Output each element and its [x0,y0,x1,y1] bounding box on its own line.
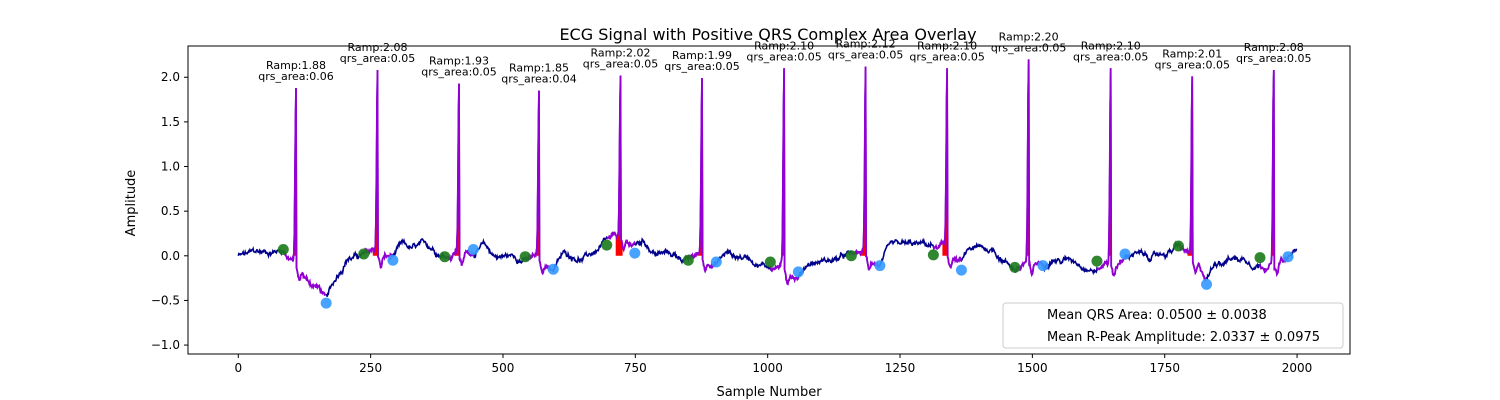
r-peak-amplitude-label: Ramp:1.85 [509,62,569,75]
x-axis-label: Sample Number [716,385,822,400]
x-tick-label: 2000 [1282,361,1313,375]
qrs-area-label: qrs_area:0.05 [583,57,658,70]
x-tick-label: 500 [492,361,515,375]
y-tick-label: 0.5 [161,204,180,218]
qrs-segment-line [932,68,963,270]
x-tick-label: 1500 [1017,361,1048,375]
qrs-offset-point [710,256,722,268]
qrs-area-label: qrs_area:0.05 [991,41,1066,54]
qrs-segment-line [687,78,718,274]
y-tick-label: 2.0 [161,70,180,84]
y-axis-ticks: −1.0 −0.5 0.0 0.5 1.0 1.5 2.0 [151,70,188,352]
r-peak-amplitude-label: Ramp:1.93 [429,54,489,67]
qrs-onset-point [519,251,531,263]
qrs-onset-point [1172,240,1184,252]
x-tick-label: 750 [624,361,647,375]
qrs-area-label: qrs_area:0.05 [1155,58,1230,71]
x-tick-label: 1750 [1149,361,1180,375]
qrs-onset-point [845,250,857,262]
chart-title: ECG Signal with Positive QRS Complex Are… [559,25,976,44]
qrs-onset-point [1009,261,1021,273]
qrs-onset-point [764,256,776,268]
qrs-area-label: qrs_area:0.04 [501,73,576,86]
qrs-segment-line [769,68,800,286]
r-peak-amplitude-label: Ramp:2.12 [836,38,896,51]
qrs-onset-point [358,248,370,260]
y-tick-label: 1.5 [161,115,180,129]
legend-entry-r-peak: Mean R-Peak Amplitude: 2.0337 ± 0.0975 [1047,330,1320,345]
qrs-area-label: qrs_area:0.06 [258,70,333,83]
r-peak-amplitude-label: Ramp:2.08 [347,41,407,54]
qrs-offset-point [547,263,559,275]
qrs-onset-point [601,239,613,251]
qrs-onset-point [1254,252,1266,264]
qrs-offset-point [955,264,967,276]
qrs-onset-point [277,244,289,256]
qrs-offset-point [467,244,479,256]
qrs-area-label: qrs_area:0.05 [746,50,821,63]
qrs-onset-point [1091,255,1103,267]
x-tick-label: 1000 [752,361,783,375]
qrs-offset-point [1282,251,1294,263]
qrs-area-label: qrs_area:0.05 [828,49,903,62]
r-peak-amplitude-label: Ramp:1.88 [266,59,326,72]
qrs-offset-point [387,254,399,266]
qrs-area-label: qrs_area:0.05 [909,50,984,63]
qrs-onset-point [439,251,451,263]
qrs-segment-line [1014,59,1044,278]
qrs-offset-point [1201,278,1213,290]
qrs-area-label: qrs_area:0.05 [664,60,739,73]
qrs-offset-point [874,260,886,272]
qrs-area-label: qrs_area:0.05 [340,52,415,65]
y-tick-label: −1.0 [151,338,180,352]
x-tick-label: 1250 [885,361,916,375]
r-peak-amplitude-label: Ramp:2.20 [999,30,1059,43]
x-tick-label: 0 [234,361,242,375]
qrs-segment-line [363,70,394,269]
qrs-offset-point [320,297,332,309]
qrs-segment-line [1259,70,1289,278]
r-peak-amplitude-label: Ramp:2.08 [1244,41,1304,54]
qrs-offset-point [629,247,641,259]
r-peak-amplitude-label: Ramp:1.99 [672,49,732,62]
qrs-area-label: qrs_area:0.05 [1236,52,1311,65]
y-axis-label: Amplitude [124,170,139,237]
qrs-area-label: qrs_area:0.05 [421,65,496,78]
r-peak-amplitude-label: Ramp:2.02 [590,46,650,59]
legend-entry-qrs-area: Mean QRS Area: 0.0500 ± 0.0038 [1047,308,1267,323]
qrs-area-label: qrs_area:0.05 [1073,50,1148,63]
qrs-onset-point [927,249,939,261]
y-tick-label: −0.5 [151,293,180,307]
axes-frame [187,45,1351,355]
legend-box [1002,302,1344,349]
qrs-segment-line [444,83,474,266]
qrs-offset-point [1037,260,1049,272]
legend: Mean QRS Area: 0.0500 ± 0.0038 Mean R-Pe… [1002,302,1344,349]
qrs-segment-line [605,75,636,253]
x-tick-label: 250 [359,361,382,375]
y-tick-label: 0.0 [161,249,180,263]
qrs-segment-line [1096,68,1126,277]
qrs-segment-line [282,87,327,297]
x-axis-ticks: 0 250 500 750 1000 1250 1500 1750 2000 [234,354,1312,375]
qrs-onset-point [682,254,694,266]
qrs-offset-point [792,266,804,278]
qrs-offset-point [1119,248,1131,260]
plot-area: Ramp:1.88qrs_area:0.06Ramp:2.08qrs_area:… [237,30,1312,309]
qrs-segment-line [850,66,881,271]
qrs-segment-line [524,90,554,276]
r-peak-amplitude-label: Ramp:2.01 [1162,47,1222,60]
y-tick-label: 1.0 [161,160,180,174]
